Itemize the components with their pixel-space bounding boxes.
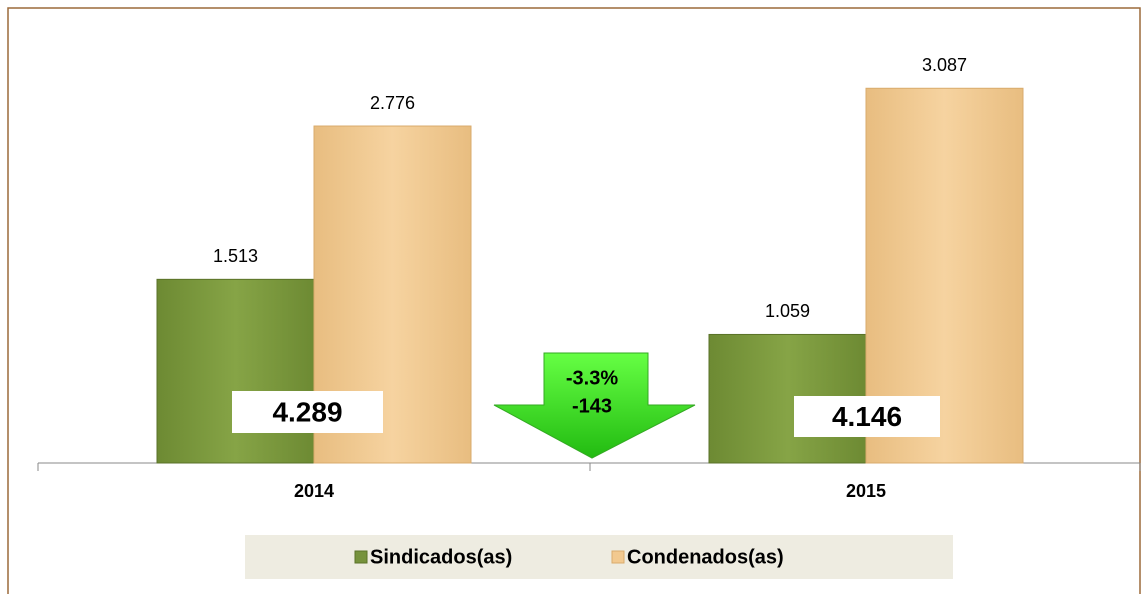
total-label: 4.289 [272, 396, 342, 427]
data-label: 1.513 [213, 246, 258, 266]
data-label: 2.776 [370, 93, 415, 113]
legend-label: Sindicados(as) [370, 546, 512, 568]
total-box [794, 396, 940, 437]
x-tick-label: 2014 [294, 481, 334, 501]
total-box [232, 391, 383, 433]
bar [156, 278, 315, 464]
change-absolute: -143 [572, 395, 612, 417]
legend-background [245, 535, 953, 579]
legend-label: Condenados(as) [627, 546, 784, 568]
frame [7, 7, 1141, 594]
x-tick-label: 2015 [846, 481, 886, 501]
change-arrow [493, 352, 696, 459]
data-label: 1.059 [765, 301, 810, 321]
data-label: 3.087 [922, 55, 967, 75]
legend-swatch [611, 550, 625, 564]
total-label: 4.146 [832, 401, 902, 432]
legend-swatch [354, 550, 368, 564]
change-percent: -3.3% [566, 367, 618, 389]
